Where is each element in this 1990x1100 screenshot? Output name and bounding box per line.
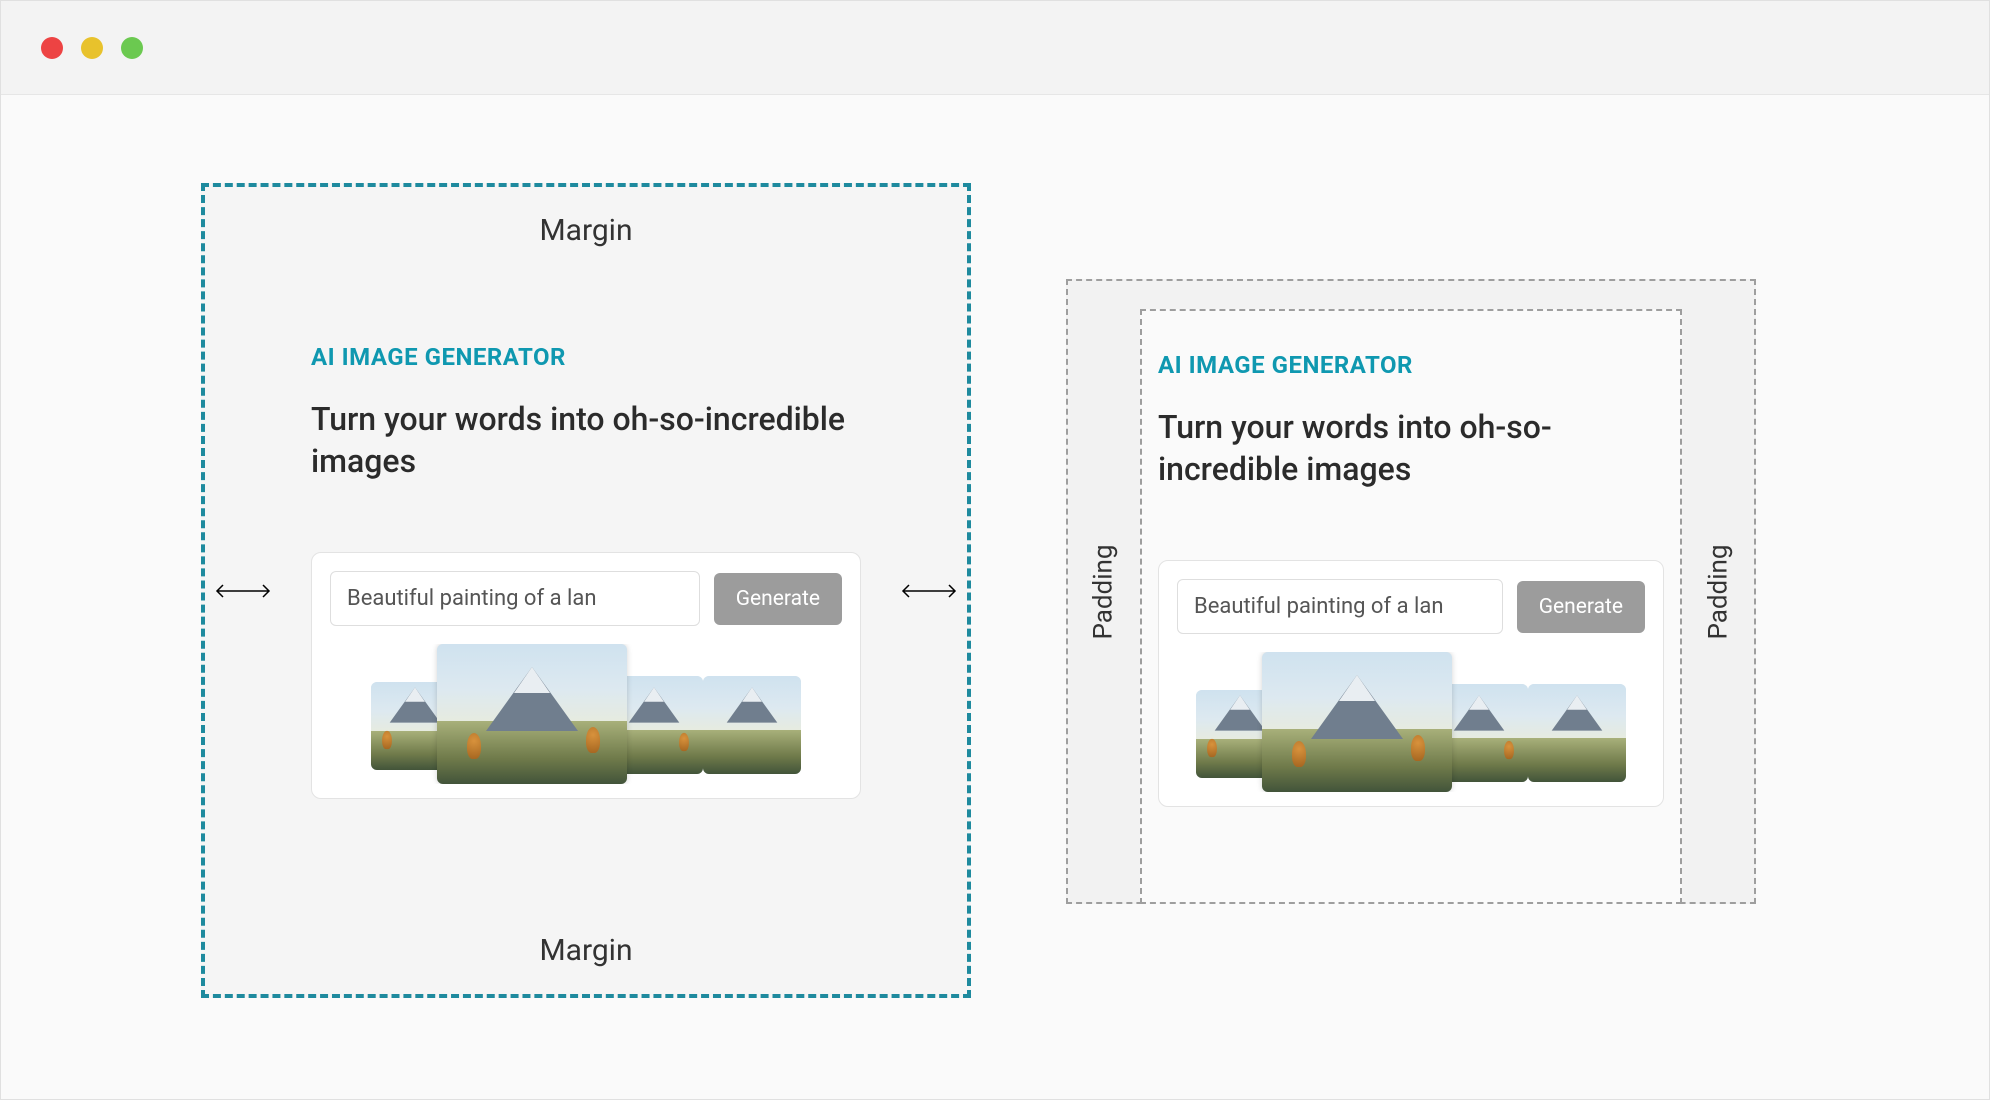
- margin-arrow-right-icon: [897, 582, 961, 600]
- margin-arrow-left-icon: [211, 582, 275, 600]
- thumbnail-image: [1528, 684, 1626, 782]
- maximize-icon[interactable]: [121, 37, 143, 59]
- padding-label-left: Padding: [1089, 544, 1119, 639]
- prompt-row: Generate: [330, 571, 842, 626]
- minimize-icon[interactable]: [81, 37, 103, 59]
- margin-inner-card: AI IMAGE GENERATOR Turn your words into …: [275, 283, 897, 898]
- headline-text: Turn your words into oh-so-incredible im…: [1158, 407, 1664, 490]
- close-icon[interactable]: [41, 37, 63, 59]
- generate-button[interactable]: Generate: [1517, 581, 1645, 633]
- thumbnail-strip: [330, 644, 842, 784]
- prompt-input[interactable]: [1177, 579, 1503, 634]
- eyebrow-text: AI IMAGE GENERATOR: [311, 343, 861, 371]
- browser-window: Margin Margin AI IMAGE GENERATOR Turn yo…: [0, 0, 1990, 1100]
- prompt-input[interactable]: [330, 571, 700, 626]
- diagram-canvas: Margin Margin AI IMAGE GENERATOR Turn yo…: [1, 95, 1989, 1099]
- generate-button[interactable]: Generate: [714, 573, 842, 625]
- headline-text: Turn your words into oh-so-incredible im…: [311, 399, 861, 482]
- prompt-row: Generate: [1177, 579, 1645, 634]
- thumbnail-image-featured: [437, 644, 627, 784]
- padding-label-right: Padding: [1703, 544, 1733, 639]
- margin-diagram: Margin Margin AI IMAGE GENERATOR Turn yo…: [201, 183, 971, 998]
- padding-diagram: Padding Padding AI IMAGE GENERATOR Turn …: [1066, 279, 1756, 904]
- prompt-widget: Generate: [1158, 560, 1664, 807]
- thumbnail-strip: [1177, 652, 1645, 792]
- thumbnail-image: [703, 676, 801, 774]
- eyebrow-text: AI IMAGE GENERATOR: [1158, 351, 1664, 379]
- titlebar: [1, 1, 1989, 95]
- margin-label-bottom: Margin: [205, 933, 967, 968]
- thumbnail-image-featured: [1262, 652, 1452, 792]
- padding-inner-card: AI IMAGE GENERATOR Turn your words into …: [1140, 309, 1682, 904]
- margin-label-top: Margin: [205, 213, 967, 248]
- prompt-widget: Generate: [311, 552, 861, 799]
